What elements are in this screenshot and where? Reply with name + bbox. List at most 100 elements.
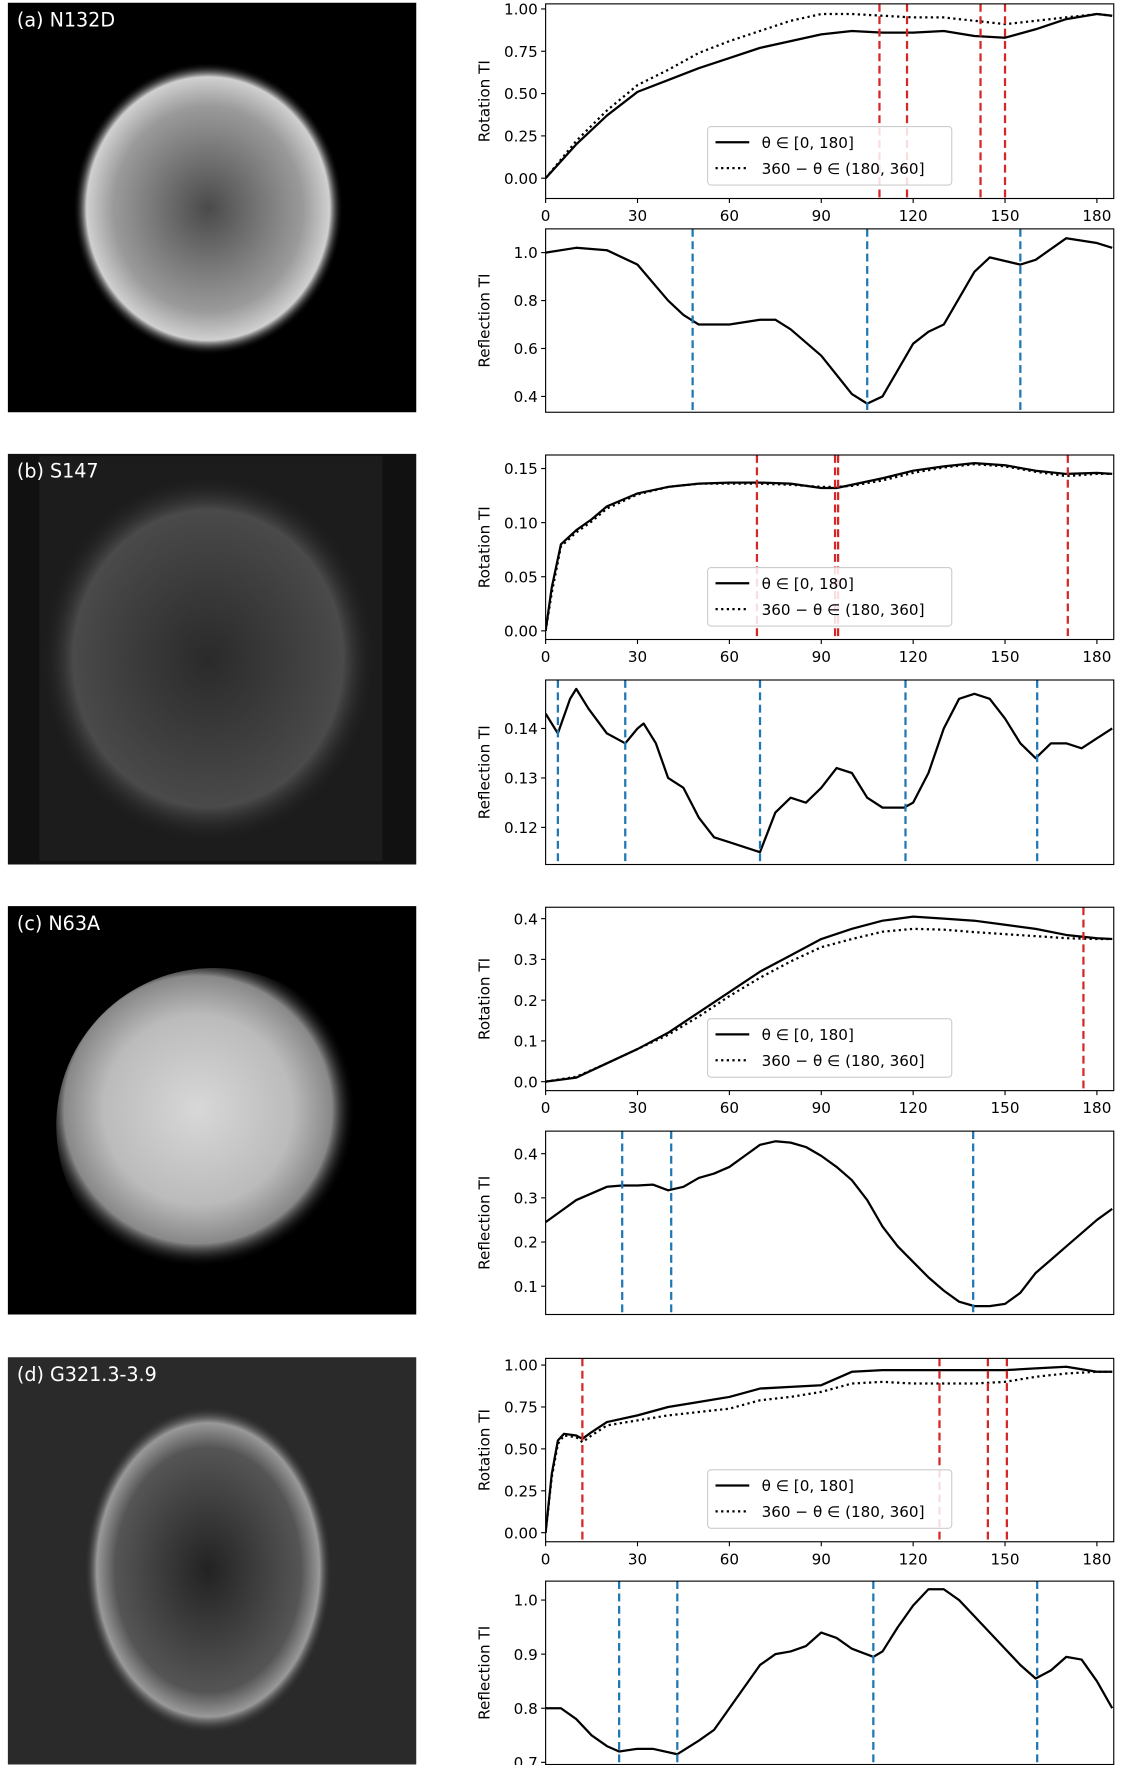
y-tick-label: 1.0 (514, 1592, 538, 1610)
x-tick-label: 150 (991, 1099, 1020, 1117)
legend: θ ∈ [0, 180] 360 − θ ∈ (180, 360] (707, 125, 953, 186)
x-tick-label: 90 (812, 1099, 831, 1117)
axes-frame (545, 228, 1115, 413)
legend-label: θ ∈ [0, 180] (762, 575, 854, 593)
y-tick-label: 0.4 (514, 388, 538, 406)
y-tick-label: 1.00 (504, 1, 538, 19)
y-tick-label: 0.3 (514, 951, 538, 969)
legend-label: θ ∈ [0, 180] (762, 134, 854, 152)
y-tick-label: 0.6 (514, 340, 538, 358)
x-tick-label: 0 (541, 648, 551, 666)
legend-label: 360 − θ ∈ (180, 360] (762, 1503, 925, 1521)
plot-area (545, 907, 1113, 1091)
y-tick-label: 0.12 (504, 819, 538, 837)
series-line (545, 1140, 1113, 1308)
x-tick-label: 0 (541, 1099, 551, 1117)
x-tick-label: 30 (628, 1099, 647, 1117)
x-tick-label: 60 (720, 1099, 739, 1117)
plot-area (545, 1581, 1114, 1765)
x-tick-label: 30 (628, 1550, 647, 1568)
series-line (545, 915, 1113, 1083)
x-tick-label: 0 (541, 1550, 551, 1568)
y-tick-label: 1.0 (514, 244, 538, 262)
image-c (7, 906, 417, 1315)
panel-label: (b) S147 (17, 460, 99, 483)
series-line (545, 461, 1113, 631)
panel-label: (a) N132D (17, 8, 115, 31)
image-b (7, 453, 417, 865)
plot-area (545, 680, 1113, 865)
y-tick-label: 0.05 (504, 568, 538, 586)
axes-frame (545, 1357, 1115, 1543)
y-tick-label: 0.00 (504, 622, 538, 640)
axes-frame (545, 906, 1115, 1092)
y-tick-label: 1.00 (504, 1357, 538, 1375)
series-line (545, 1588, 1114, 1756)
y-axis-label: Rotation TI (475, 958, 493, 1040)
y-tick-label: 0.15 (504, 460, 538, 478)
series-line (545, 687, 1113, 854)
image-d (7, 1357, 417, 1765)
x-tick-label: 60 (720, 1550, 739, 1568)
y-tick-label: 0.4 (514, 1145, 538, 1163)
axes-frame (545, 454, 1115, 641)
axes-frame (545, 1130, 1115, 1316)
y-tick-label: 0.75 (504, 43, 538, 61)
panel-label: (d) G321.3-3.9 (17, 1363, 157, 1386)
series-line (545, 12, 1113, 179)
y-tick-label: 0.4 (514, 910, 538, 928)
y-tick-label: 0.25 (504, 1482, 538, 1500)
y-axis-label: Rotation TI (475, 60, 493, 142)
legend-box (707, 125, 953, 186)
legend-label: θ ∈ [0, 180] (762, 1477, 854, 1495)
plot-area (545, 228, 1113, 413)
y-tick-label: 0.0 (514, 1073, 538, 1091)
y-tick-label: 0.3 (514, 1189, 538, 1207)
series-line (545, 1370, 1113, 1533)
y-tick-label: 0.13 (504, 770, 538, 788)
x-tick-label: 60 (720, 207, 739, 225)
legend: θ ∈ [0, 180] 360 − θ ∈ (180, 360] (707, 1018, 953, 1078)
y-tick-label: 0.1 (514, 1033, 538, 1051)
x-tick-label: 180 (1082, 1550, 1111, 1568)
y-tick-label: 0.25 (504, 128, 538, 146)
x-tick-label: 120 (899, 648, 928, 666)
y-tick-label: 0.7 (514, 1754, 538, 1765)
series-line (545, 12, 1113, 179)
legend-box (707, 1469, 953, 1529)
x-tick-label: 90 (812, 207, 831, 225)
y-tick-label: 0.00 (504, 170, 538, 188)
x-tick-label: 60 (720, 648, 739, 666)
plot-area (545, 1131, 1113, 1315)
y-tick-label: 0.8 (514, 292, 538, 310)
y-tick-label: 0.75 (504, 1399, 538, 1417)
y-axis-label: Reflection TI (475, 725, 493, 819)
x-tick-label: 30 (628, 207, 647, 225)
legend-box (707, 1018, 953, 1078)
legend-box (707, 566, 953, 627)
series-line (545, 237, 1113, 405)
legend-label: 360 − θ ∈ (180, 360] (762, 1052, 925, 1070)
legend-label: θ ∈ [0, 180] (762, 1026, 854, 1044)
y-tick-label: 0.2 (514, 992, 538, 1010)
y-tick-label: 0.1 (514, 1278, 538, 1296)
image-a (7, 2, 417, 413)
y-tick-label: 0.14 (504, 720, 538, 738)
x-tick-label: 180 (1082, 648, 1111, 666)
legend: θ ∈ [0, 180] 360 − θ ∈ (180, 360] (707, 1469, 953, 1529)
y-tick-label: 0.50 (504, 85, 538, 103)
plot-area (545, 1358, 1113, 1542)
x-tick-label: 90 (812, 1550, 831, 1568)
y-axis-label: Rotation TI (475, 1409, 493, 1491)
x-tick-label: 150 (991, 1550, 1020, 1568)
y-tick-label: 0.8 (514, 1700, 538, 1718)
x-tick-label: 90 (812, 648, 831, 666)
y-axis-label: Reflection TI (475, 1626, 493, 1720)
x-tick-label: 180 (1082, 207, 1111, 225)
x-tick-label: 0 (541, 207, 551, 225)
x-tick-label: 150 (991, 207, 1020, 225)
y-tick-label: 0.00 (504, 1524, 538, 1542)
y-axis-label: Reflection TI (475, 274, 493, 368)
y-axis-label: Reflection TI (475, 1176, 493, 1270)
